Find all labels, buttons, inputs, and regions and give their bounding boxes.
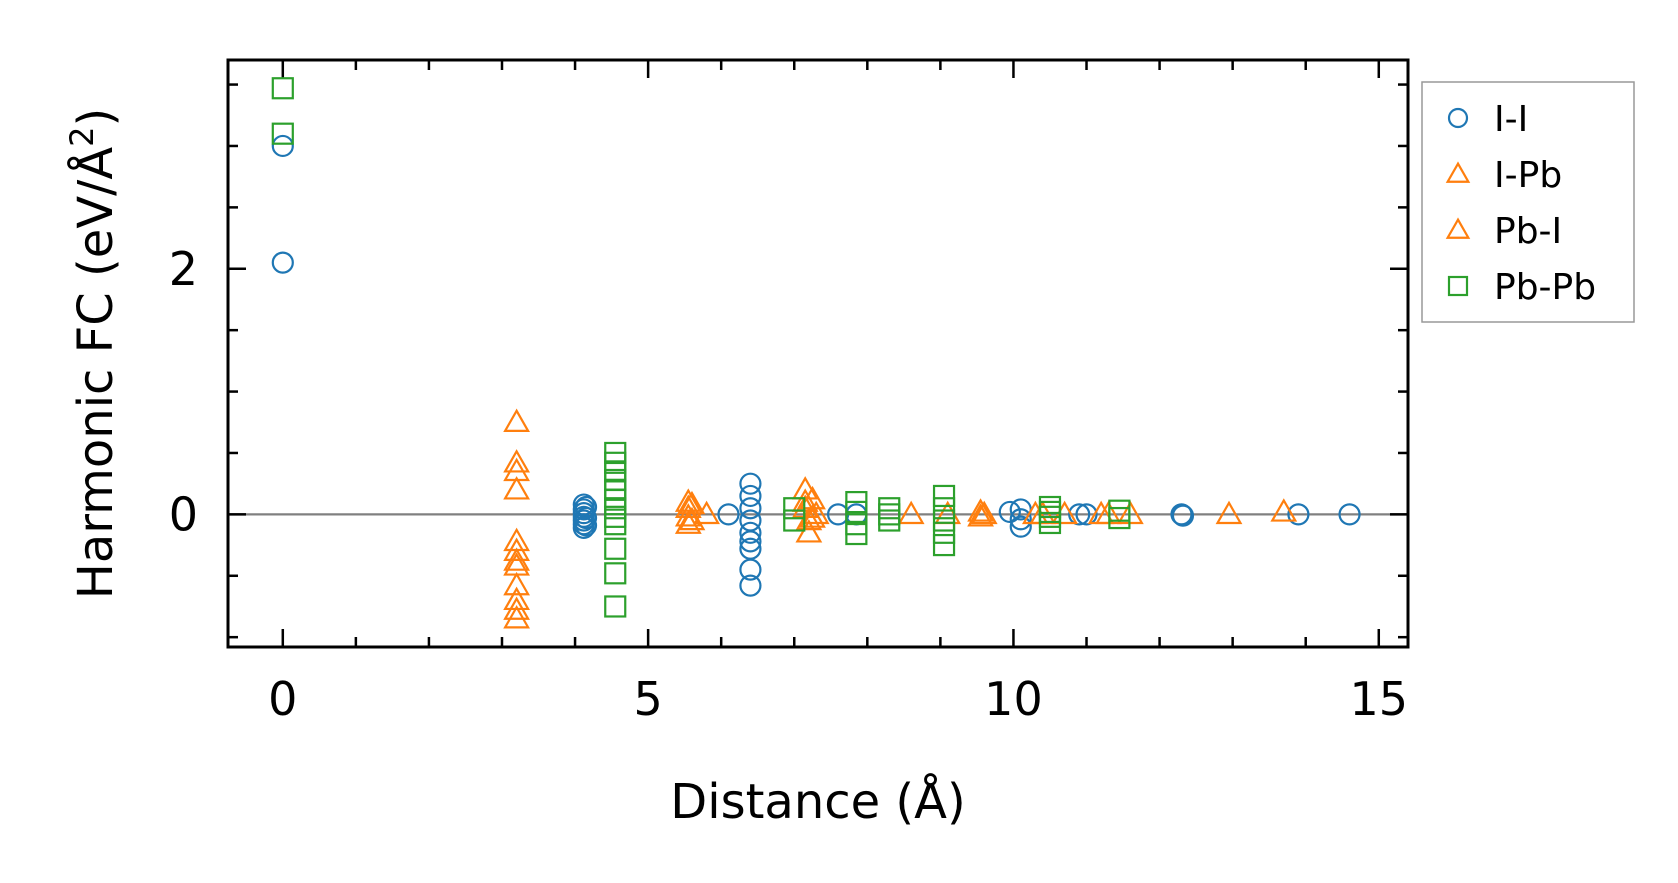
pb-pb-point — [604, 537, 627, 560]
pb-i-point — [678, 506, 706, 531]
pb-pb-point — [932, 509, 956, 532]
legend-item-i-pb: I-Pb — [1445, 155, 1562, 196]
pb-pb-point — [271, 122, 294, 145]
i-pb-point — [503, 476, 531, 500]
data-points — [271, 77, 1361, 629]
i-pb-point — [674, 503, 702, 527]
tick-labels: 0 5 10 15 0 2 — [169, 242, 1408, 726]
i-pb-point — [897, 500, 925, 525]
legend-item-pb-i: Pb-I — [1445, 211, 1562, 252]
i-i-point — [1068, 503, 1091, 526]
pb-pb-point — [932, 484, 956, 508]
x-tick-label: 15 — [1350, 672, 1409, 726]
series-i-i — [271, 134, 1361, 597]
i-i-point — [1009, 508, 1032, 531]
x-tick-label: 0 — [268, 672, 297, 726]
i-i-point — [574, 514, 598, 537]
y-tick-label: 0 — [169, 487, 198, 541]
legend-label-i-pb: I-Pb — [1494, 155, 1562, 196]
i-i-point — [739, 497, 762, 520]
i-i-point — [739, 558, 762, 581]
legend-label-pb-i: Pb-I — [1494, 211, 1562, 252]
i-i-point — [1075, 503, 1098, 526]
legend-marker-i-pb — [1445, 161, 1471, 183]
i-pb-point — [1270, 498, 1298, 522]
legend-label-i-i: I-I — [1494, 99, 1528, 140]
pb-i-point — [678, 490, 706, 515]
pb-pb-point — [932, 533, 956, 557]
i-i-point — [739, 574, 762, 597]
i-i-point — [739, 530, 762, 553]
pb-pb-point — [932, 521, 956, 544]
legend: I-I I-Pb Pb-I Pb-Pb — [1421, 81, 1635, 323]
i-pb-point — [503, 537, 531, 561]
pb-pb-point — [845, 522, 868, 546]
pb-pb-point — [783, 497, 806, 520]
i-pb-point — [503, 605, 531, 629]
pb-pb-point — [1108, 506, 1131, 530]
legend-item-pb-pb: Pb-Pb — [1447, 267, 1596, 308]
y-axis-label-superscript: 2 — [63, 126, 101, 146]
i-pb-point — [503, 408, 531, 432]
y-axis-label-main: Harmonic FC (eV/Å — [67, 147, 124, 600]
i-i-point — [1170, 503, 1193, 526]
legend-label-pb-pb: Pb-Pb — [1494, 267, 1596, 308]
i-i-point — [998, 500, 1021, 524]
series-pb-pb — [271, 77, 1131, 618]
pb-pb-point — [932, 497, 956, 520]
i-i-point — [1338, 503, 1361, 526]
y-tick-label: 2 — [169, 242, 198, 296]
i-i-point — [1171, 504, 1195, 527]
pb-pb-point — [1038, 511, 1062, 535]
i-i-point — [574, 506, 598, 530]
i-pb-point — [802, 500, 830, 525]
i-pb-point — [1215, 500, 1243, 525]
i-i-point — [739, 472, 762, 495]
x-tick-label: 10 — [984, 672, 1043, 726]
axis-ticks — [228, 60, 1408, 647]
legend-box — [1421, 81, 1635, 323]
pb-pb-point — [271, 77, 294, 100]
pb-i-point — [799, 504, 826, 528]
pb-pb-point — [604, 595, 627, 618]
i-pb-point — [503, 547, 531, 571]
pb-pb-point — [783, 509, 806, 532]
x-axis-label: Distance (Å) — [670, 773, 965, 830]
i-i-point — [739, 521, 762, 544]
legend-marker-pb-pb — [1447, 275, 1469, 297]
i-pb-point — [967, 498, 994, 522]
x-tick-label: 5 — [633, 672, 662, 726]
i-pb-point — [503, 449, 531, 473]
i-i-point — [574, 495, 598, 519]
pb-i-point — [970, 500, 998, 525]
legend-marker-pb-i — [1445, 217, 1471, 239]
i-i-point — [1287, 503, 1310, 526]
i-i-point — [739, 484, 762, 508]
i-pb-point — [503, 596, 531, 620]
i-i-point — [271, 251, 294, 274]
i-pb-point — [967, 503, 994, 527]
pb-pb-point — [604, 562, 627, 585]
y-axis-label: Harmonic FC (eV/Å2) — [63, 108, 124, 600]
i-pb-point — [503, 571, 531, 596]
legend-item-i-i: I-I — [1447, 99, 1528, 140]
y-axis-label-close: ) — [68, 108, 124, 127]
legend-marker-i-i — [1447, 107, 1469, 129]
i-i-point — [271, 134, 294, 158]
i-i-point — [717, 503, 740, 526]
i-i-point — [1009, 515, 1032, 538]
pb-pb-point — [845, 500, 868, 524]
pb-pb-point — [604, 513, 627, 536]
plot-frame — [226, 58, 1410, 649]
pb-pb-point — [878, 509, 901, 532]
